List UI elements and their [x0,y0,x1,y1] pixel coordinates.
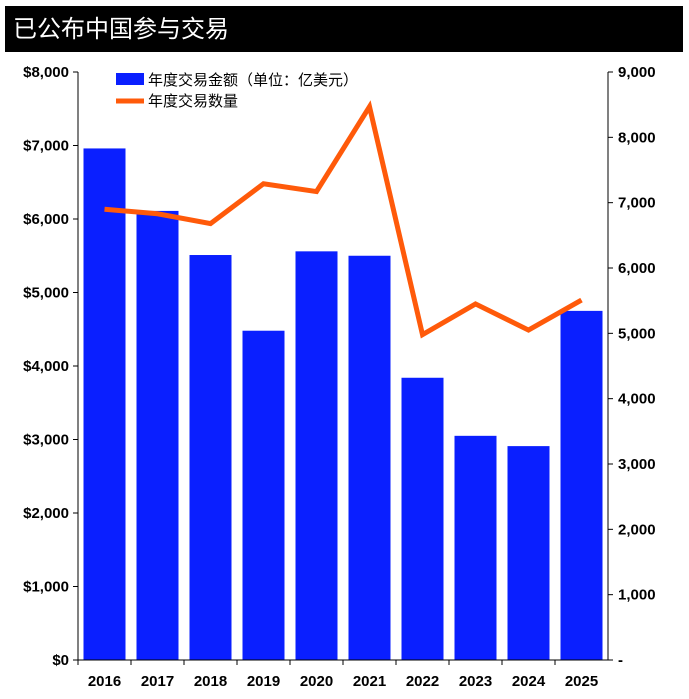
legend-label-line: 年度交易数量 [148,92,238,110]
x-tick-label: 2017 [141,673,174,690]
bar-2023 [454,435,497,660]
line-series [104,100,583,339]
x-tick-label: 2024 [512,673,546,690]
left-tick-label: $8,000 [23,64,69,81]
left-tick-label: $4,000 [23,358,69,375]
bar-2024 [507,446,550,660]
right-tick-label: 9,000 [618,64,656,81]
right-tick-label: 4,000 [618,391,656,408]
chart-title: 已公布中国参与交易 [5,6,683,52]
bar-2022 [401,377,444,660]
x-tick-label: 2025 [565,673,598,690]
x-tick-label: 2022 [406,673,439,690]
x-tick-label: 2018 [194,673,227,690]
legend-label-bar: 年度交易金额（单位：亿美元） [148,71,358,89]
legend-swatch-bar [116,73,144,85]
bar-2016 [83,148,126,660]
right-tick-label: 2,000 [618,521,656,538]
right-tick-label: - [618,652,623,669]
left-tick-label: $2,000 [23,505,69,522]
left-tick-label: $0 [52,652,69,669]
x-tick-label: 2020 [300,673,333,690]
x-tick-label: 2023 [459,673,492,690]
left-tick-label: $6,000 [23,211,69,228]
bar-2021 [348,255,391,660]
left-tick-label: $5,000 [23,285,69,302]
bar-2017 [136,210,179,661]
left-tick-label: $7,000 [23,138,69,155]
x-tick-label: 2021 [353,673,386,690]
x-tick-label: 2016 [88,673,121,690]
bar-2019 [242,330,285,660]
bar-2025 [560,310,603,660]
right-tick-label: 7,000 [618,195,656,212]
bar-2020 [295,251,338,660]
left-tick-label: $1,000 [23,579,69,596]
left-tick-label: $3,000 [23,432,69,449]
right-tick-label: 3,000 [618,456,656,473]
right-tick-label: 1,000 [618,587,656,604]
bar-2018 [189,255,232,660]
x-tick-label: 2019 [247,673,280,690]
right-tick-label: 6,000 [618,260,656,277]
right-tick-label: 8,000 [618,129,656,146]
right-tick-label: 5,000 [618,325,656,342]
